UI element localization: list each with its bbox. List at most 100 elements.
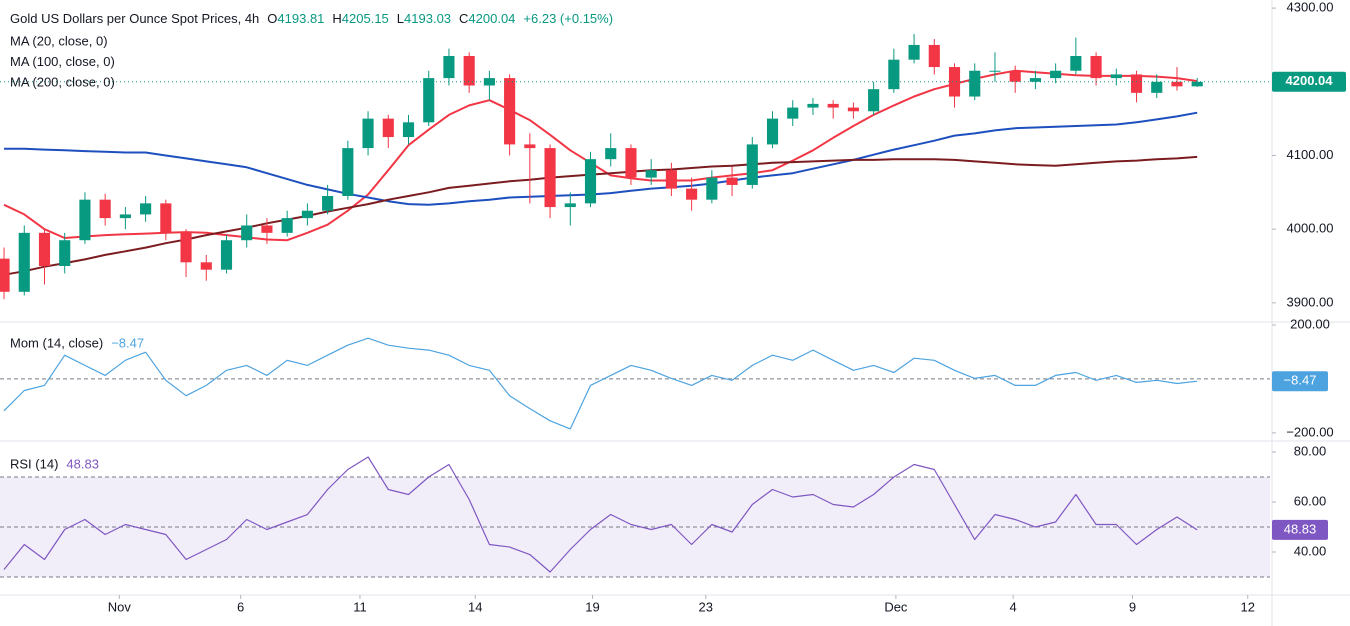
moving-average — [3, 69, 1198, 242]
candle-body — [281, 218, 293, 233]
candle-body — [301, 210, 313, 219]
y-tick-label: 4000.00 — [1287, 221, 1334, 236]
candle-body — [0, 258, 10, 292]
legend-entry: MA (20, close, 0) — [10, 33, 108, 48]
candle-body — [807, 103, 819, 108]
candle-body — [1029, 78, 1041, 82]
indicator-value-box — [1272, 371, 1328, 392]
candle-body — [1191, 81, 1203, 87]
candle-body — [18, 232, 30, 292]
candle-body — [241, 225, 253, 241]
x-tick-label: 11 — [353, 599, 367, 614]
candle-body — [1050, 70, 1062, 79]
y-tick-label: 80.00 — [1294, 443, 1327, 458]
candle-body — [140, 203, 152, 215]
ohlc-value: 4193.03 — [404, 11, 451, 26]
indicator-title: Mom (14, close) — [10, 335, 103, 350]
y-tick-label: 4300.00 — [1287, 0, 1334, 15]
candle-body — [524, 144, 536, 149]
candle-body — [1009, 70, 1021, 82]
candle-body — [362, 118, 374, 149]
indicator-title: RSI (14) — [10, 456, 58, 471]
y-tick-label: 40.00 — [1294, 543, 1327, 558]
candle-body — [382, 118, 394, 138]
ohlc-key: H — [332, 11, 341, 26]
candle-body — [908, 44, 920, 60]
candle-body — [160, 203, 172, 233]
candle-body — [342, 148, 354, 196]
x-tick-label: 14 — [468, 599, 482, 614]
legend-entry: MA (100, close, 0) — [10, 54, 115, 69]
candle-body — [888, 59, 900, 90]
candle-body — [787, 107, 799, 119]
indicator-value: 48.83 — [66, 456, 99, 471]
candle-body — [261, 225, 273, 233]
candle-body — [706, 177, 718, 200]
candle-body — [544, 148, 556, 208]
indicator-value: −8.47 — [111, 335, 144, 350]
x-tick-label: 6 — [237, 599, 244, 614]
chart-title: Gold US Dollars per Ounce Spot Prices, 4… — [10, 11, 259, 26]
candle-body — [989, 70, 1001, 72]
y-tick-label: 4100.00 — [1287, 147, 1334, 162]
candle-body — [726, 177, 738, 185]
candle-body — [1171, 81, 1183, 87]
ohlc-key: L — [397, 11, 404, 26]
x-tick-label: 9 — [1129, 599, 1136, 614]
ohlc-value: 4200.04 — [468, 11, 515, 26]
candle-body — [504, 78, 516, 145]
candle-body — [584, 159, 597, 204]
candle-body — [1151, 81, 1163, 93]
moving-average — [3, 155, 1198, 276]
legend-entry: MA (200, close, 0) — [10, 74, 115, 89]
candle-body — [1110, 74, 1122, 79]
candle-body — [38, 232, 51, 266]
candle-body — [686, 188, 698, 200]
candle-body — [99, 199, 111, 219]
ohlc-value: 4193.81 — [277, 11, 324, 26]
x-tick-label: Nov — [108, 599, 132, 614]
last-price-box — [1272, 71, 1346, 92]
candle-body — [1090, 56, 1102, 79]
ohlc-value: 4205.15 — [342, 11, 389, 26]
x-tick-label: 12 — [1241, 599, 1255, 614]
indicator-line — [3, 337, 1198, 430]
candle-body — [665, 170, 677, 189]
chart-header: Gold US Dollars per Ounce Spot Prices, 4… — [10, 11, 613, 26]
candle-body — [59, 240, 71, 266]
candle-body — [928, 44, 940, 68]
price-change: +6.23 (+0.15%) — [523, 11, 613, 26]
candle-body — [1130, 74, 1143, 93]
candle-body — [463, 56, 475, 86]
candle-body — [119, 214, 131, 219]
y-tick-label: 60.00 — [1294, 493, 1327, 508]
candle-body — [766, 118, 779, 145]
y-tick-label: 3900.00 — [1287, 294, 1334, 309]
candle-body — [625, 148, 637, 178]
moving-average — [4, 111, 1198, 206]
indicator-line — [3, 456, 1198, 573]
indicator-value-label: 48.83 — [1284, 521, 1317, 536]
candle-body — [200, 262, 212, 270]
candle-body — [605, 148, 617, 160]
ohlc-key: C — [459, 11, 468, 26]
x-tick-label: 4 — [1010, 599, 1017, 614]
indicator-value-label: −8.47 — [1284, 373, 1317, 388]
candle-body — [746, 144, 758, 185]
candle-body — [564, 203, 576, 208]
candle-body — [483, 78, 495, 86]
candle-body — [868, 89, 880, 112]
indicator-value-box — [1272, 519, 1328, 540]
x-tick-label: 19 — [585, 599, 599, 614]
x-tick-label: Dec — [884, 599, 908, 614]
candle-body — [402, 122, 415, 138]
candle-body — [180, 232, 192, 263]
y-tick-label: −200.00 — [1286, 424, 1333, 439]
candle-body — [423, 78, 435, 123]
candle-body — [322, 196, 334, 211]
last-price-label: 4200.04 — [1286, 73, 1334, 88]
ohlc-key: O — [267, 11, 277, 26]
candle-body — [645, 170, 657, 178]
